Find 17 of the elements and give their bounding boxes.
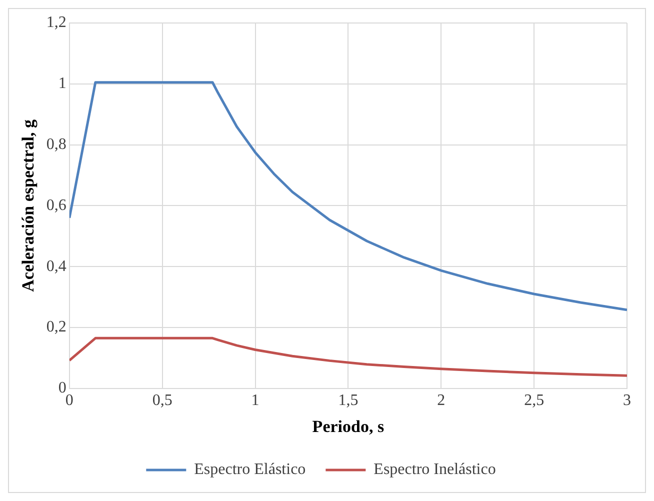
x-tick-label: 2,5 xyxy=(524,392,544,410)
x-tick-label: 3 xyxy=(623,392,631,410)
legend-label: Espectro Elástico xyxy=(194,461,306,478)
y-tick-label: 0,8 xyxy=(46,136,66,154)
y-tick-label: 0,6 xyxy=(46,196,66,214)
x-tick-label: 1,5 xyxy=(338,392,358,410)
y-tick-label: 0 xyxy=(58,380,66,397)
x-tick-label: 1 xyxy=(251,392,260,410)
x-tick-label: 0,5 xyxy=(152,392,172,410)
y-tick-label: 0,2 xyxy=(46,318,66,336)
legend-label: Espectro Inelástico xyxy=(374,461,496,478)
y-tick-label: 1 xyxy=(58,75,66,92)
x-tick-label: 2 xyxy=(437,392,446,410)
x-axis-title: Periodo, s xyxy=(312,417,384,436)
y-tick-label: 1,2 xyxy=(46,14,66,32)
y-tick-label: 0,4 xyxy=(46,258,66,275)
y-axis-title: Aceleración espectral, g xyxy=(18,119,38,292)
